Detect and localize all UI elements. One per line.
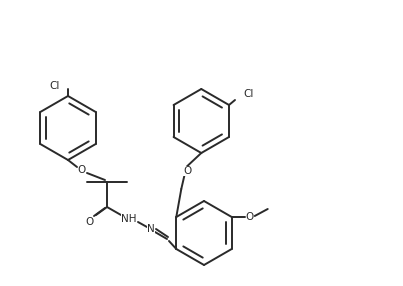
Text: O: O (245, 212, 254, 222)
Text: O: O (78, 165, 86, 175)
Text: Cl: Cl (243, 89, 253, 99)
Text: NH: NH (121, 214, 137, 224)
Text: Cl: Cl (50, 81, 60, 91)
Text: N: N (147, 224, 155, 234)
Text: O: O (183, 166, 191, 176)
Text: O: O (85, 217, 93, 227)
